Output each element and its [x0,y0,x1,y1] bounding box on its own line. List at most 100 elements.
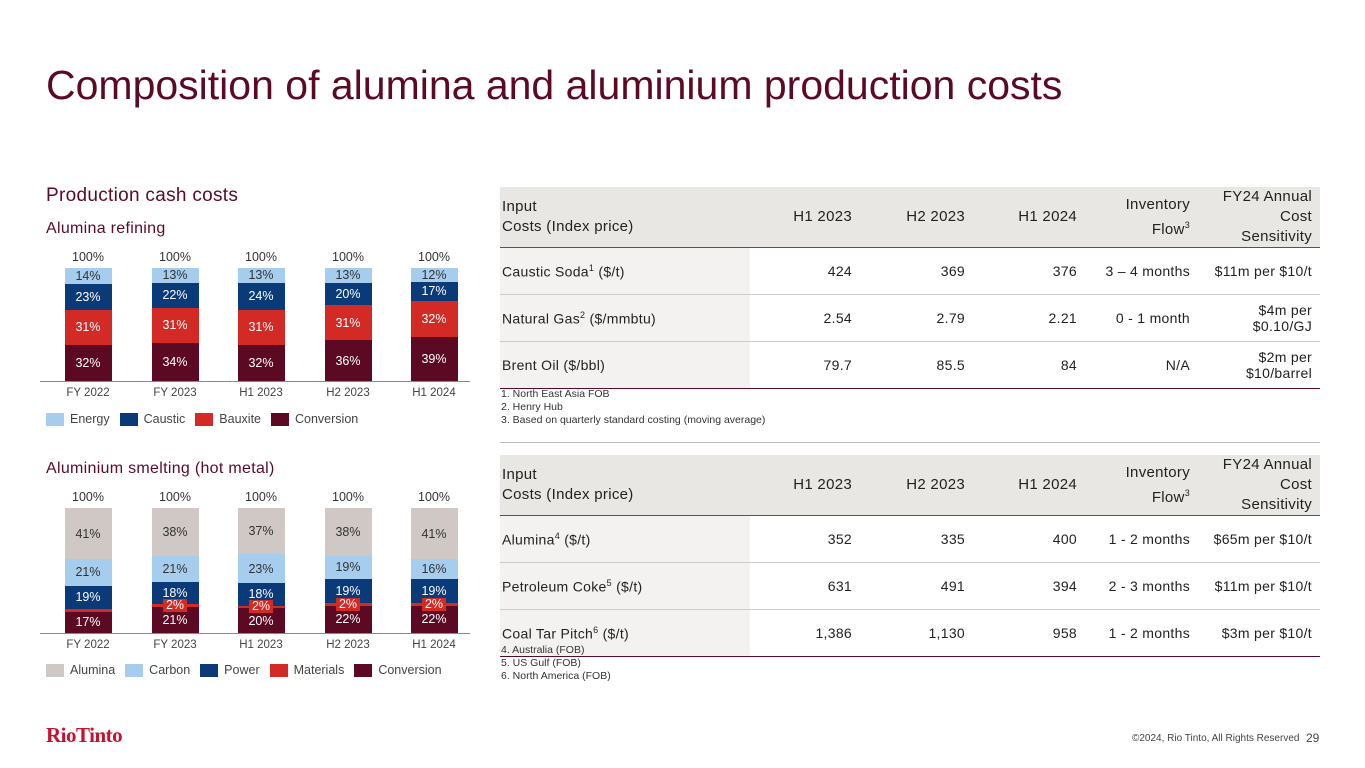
table-cell: 491 [860,562,973,610]
legend-label: Caustic [143,412,186,426]
table-cell: 369 [860,247,973,295]
legend-swatch [271,413,289,427]
legend: Alumina Carbon Power Materials Conversion [46,663,442,678]
bar-segment-alumina: 38% [151,508,199,556]
data-label: 17% [421,284,447,299]
data-label: 31% [162,318,188,333]
bar-segment-materials: 2% [324,597,372,611]
data-label: 2% [248,600,274,614]
legend-item: Energy [46,412,110,427]
data-label: 16% [421,562,447,577]
legend-label: Carbon [149,663,191,677]
data-label: 38% [335,524,361,539]
bar-segment-materials: 2% [151,599,199,612]
table-row: Petroleum Coke5 ($/t) 631 491 394 2 - 3 mont… [500,562,1320,610]
total-label: 100% [418,490,450,504]
stacked-bar: 21% 2% 18% 21% 38% [151,508,199,633]
x-axis [40,381,470,382]
data-label: 32% [75,355,101,370]
x-tick-label: FY 2022 [66,387,110,399]
legend-swatch [200,664,219,678]
data-label: 13% [248,268,274,283]
table1-footnotes: 1. North East Asia FOB 2. Henry Hub 3. Bas… [501,388,765,427]
table-row: Alumina4 ($/t) 352 335 400 1 - 2 months $65m … [500,515,1320,563]
legend-swatch [125,664,144,678]
legend-label: Conversion [295,412,359,426]
x-tick-label: H2 2023 [326,639,370,651]
total-label: 100% [245,250,277,264]
data-label: 18% [162,586,188,600]
legend-item: Conversion [354,663,442,678]
stacked-bar: 20% 2% 18% 23% 37% [237,508,285,633]
legend-item: Carbon [125,663,191,678]
table-cell: 3 – 4 months [1085,247,1198,295]
data-label: 20% [335,287,361,301]
bar-segment-carbon: 21% [64,559,112,586]
bar-segment-bauxite: 31% [237,309,285,345]
data-label: 19% [335,584,361,599]
bar-segment-bauxite: 31% [324,305,372,341]
column-header: Input Costs (Index price) [500,187,750,248]
total-label: 100% [159,490,191,504]
bar-segment-carbon: 19% [324,555,372,580]
column-header: H1 2023 [750,455,860,516]
bar-segment-conversion: 32% [64,344,112,381]
x-tick-label: H2 2023 [326,387,370,399]
table-cell: 376 [973,247,1085,295]
column-header: Input Costs (Index price) [500,455,750,516]
stacked-bar: 22% 2% 19% 19% 38% [324,508,372,633]
legend-label: Materials [293,663,345,677]
table-cell: Brent Oil ($/bbl) [500,341,750,389]
table-cell: 84 [973,341,1085,389]
bar-segment-caustic: 24% [237,282,285,310]
bar-segment-energy: 12% [410,267,458,282]
bar-segment-power: 19% [410,579,458,603]
table-cell: Natural Gas2 ($/mmbtu) [500,294,750,342]
data-label: 19% [421,584,447,599]
data-label: 19% [75,590,101,605]
footnote: 5. US Gulf (FOB) [501,657,581,669]
table-cell: 394 [973,562,1085,610]
table-cell: 1 - 2 months [1085,515,1198,563]
x-tick-label: FY 2022 [66,639,110,651]
bar-segment-conversion: 21% [151,606,199,633]
table-cell: 352 [750,515,860,563]
column-header: H1 2024 [973,187,1085,248]
bar-segment-bauxite: 31% [151,307,199,343]
total-label: 100% [72,250,104,264]
bar-segment-carbon: 16% [410,559,458,580]
stacked-bar: 32% 31% 24% 13% [237,268,285,381]
page-title: Composition of alumina and aluminium pro… [46,62,1063,108]
footnote: 3. Based on quarterly standard costing (… [501,414,766,426]
table-cell: $2m per $10/barrel [1198,341,1320,389]
legend-label: Alumina [70,663,116,677]
bar-segment-alumina: 41% [64,508,112,560]
rio-tinto-logo: RioTinto [46,723,123,747]
data-label: 41% [421,526,447,541]
stacked-bar: 39% 32% 17% 12% [410,267,458,381]
stacked-bar: 32% 31% 23% 14% [64,268,112,381]
table-cell: $3m per $10/t [1198,609,1320,657]
bar-segment-conversion: 32% [237,344,285,381]
footnote: 2. Henry Hub [501,401,563,413]
data-label: 12% [421,267,447,282]
legend-label: Power [224,663,260,677]
legend-swatch [269,664,288,678]
x-tick-label: FY 2023 [153,639,197,651]
total-label: 100% [418,250,450,264]
data-label: 34% [162,354,188,369]
x-tick-label: H1 2023 [239,639,283,651]
column-header: H1 2024 [973,455,1085,516]
bar-segment-alumina: 37% [237,508,285,555]
data-label: 22% [162,288,188,303]
table-cell: 958 [973,609,1085,657]
data-label: 37% [248,524,274,539]
data-label: 21% [162,561,188,576]
table-cell: 2 - 3 months [1085,562,1198,610]
legend-label: Energy [70,412,110,426]
total-label: 100% [159,250,191,264]
bar-segment-power: 18% [237,583,285,606]
column-header: FY24 Annual Cost Sensitivity [1198,187,1320,248]
table-cell: 0 - 1 month [1085,294,1198,342]
alumina-refining-chart: 32% 31% 23% 14% 100% FY 2022 34% 31% 22% 13% 100% F… [40,240,470,440]
